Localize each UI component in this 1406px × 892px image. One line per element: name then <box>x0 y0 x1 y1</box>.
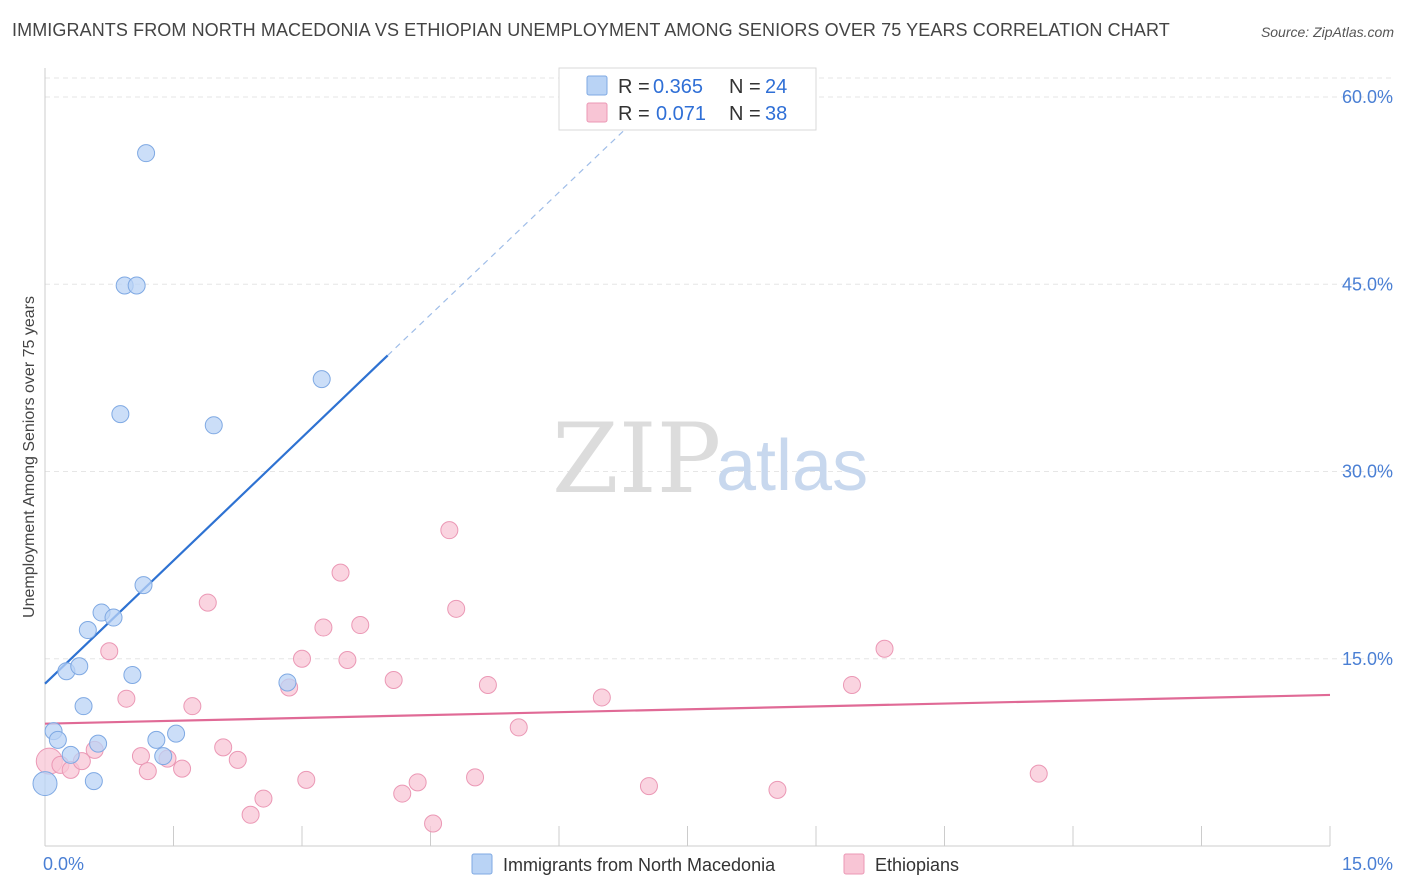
macedonia-point-16 <box>134 576 153 595</box>
ethiopians-point-19 <box>297 770 316 789</box>
legend-n-label-1: N = <box>729 76 761 98</box>
x-tick-labels: 0.0% 15.0% <box>43 854 1393 874</box>
macedonia-point-6 <box>74 697 93 716</box>
ethiopians-point-10 <box>173 759 192 778</box>
legend-n-label-2: N = <box>729 103 761 125</box>
ethiopians-point-38 <box>1029 764 1048 783</box>
legend-r-label-2: R = <box>618 103 650 125</box>
ethiopians-point-18 <box>293 649 311 668</box>
y-tick-label-3: 60.0% <box>1342 87 1393 107</box>
x-tick-label-0: 0.0% <box>43 854 84 874</box>
ethiopians-point-12 <box>198 593 217 612</box>
macedonia-trendline <box>44 354 389 685</box>
ethiopians-point-6 <box>117 689 136 708</box>
ethiopians-point-20 <box>314 618 333 637</box>
ethiopians-point-24 <box>384 670 403 689</box>
bottom-legend-label-2: Ethiopians <box>875 855 959 875</box>
macedonia-point-12 <box>111 405 130 424</box>
macedonia-point-15 <box>127 276 146 295</box>
bottom-legend: Immigrants from North Macedonia Ethiopia… <box>471 853 959 875</box>
macedonia-point-5 <box>70 657 89 676</box>
ethiopians-point-13 <box>214 738 233 757</box>
legend-n-value-1: 24 <box>765 76 787 98</box>
chart-title: IMMIGRANTS FROM NORTH MACEDONIA VS ETHIO… <box>12 20 1170 40</box>
ethiopians-trendline <box>44 693 1331 725</box>
legend-r-label-1: R = <box>618 76 650 98</box>
ethiopians-point-35 <box>768 780 787 799</box>
legend: R = 0.365 N = 24 R = 0.071 N = 38 <box>558 67 817 131</box>
y-axis-label: Unemployment Among Seniors over 75 years <box>21 296 38 618</box>
ethiopians-point-25 <box>393 784 412 803</box>
macedonia-points <box>32 144 331 797</box>
macedonia-point-21 <box>204 416 223 435</box>
trendlines <box>44 110 1331 725</box>
ethiopians-point-21 <box>331 563 350 582</box>
ethiopians-point-30 <box>466 768 485 787</box>
gridlines <box>45 77 1392 660</box>
ethiopians-point-11 <box>183 697 202 716</box>
ethiopians-points <box>35 521 1048 833</box>
ethiopians-point-32 <box>509 718 528 737</box>
bottom-legend-label-1: Immigrants from North Macedonia <box>503 855 776 875</box>
y-tick-label-1: 30.0% <box>1342 462 1393 482</box>
ethiopians-point-34 <box>639 777 658 796</box>
y-tick-labels: 15.0% 30.0% 45.0% 60.0% <box>1342 87 1393 669</box>
macedonia-point-11 <box>104 608 123 627</box>
macedonia-point-8 <box>84 772 103 791</box>
macedonia-point-0 <box>32 771 58 797</box>
ethiopians-point-14 <box>228 750 247 769</box>
macedonia-point-14 <box>123 665 142 684</box>
legend-swatch-pink <box>586 102 608 123</box>
ethiopians-point-8 <box>138 762 157 781</box>
ethiopians-point-28 <box>440 521 459 540</box>
legend-swatch-blue <box>586 75 608 96</box>
macedonia-point-23 <box>312 370 331 389</box>
ethiopians-point-33 <box>592 688 611 707</box>
ethiopians-point-7 <box>131 747 150 766</box>
watermark-atlas: atlas <box>716 426 868 506</box>
ethiopians-point-26 <box>408 773 427 792</box>
legend-r-value-2: 0.071 <box>656 103 706 125</box>
macedonia-point-9 <box>89 734 108 753</box>
bottom-legend-swatch-pink <box>843 853 865 875</box>
watermark: ZIP atlas <box>552 403 868 515</box>
x-tick-label-1: 15.0% <box>1342 854 1393 874</box>
y-tick-label-2: 45.0% <box>1342 274 1393 294</box>
macedonia-point-20 <box>167 724 186 743</box>
macedonia-trendline-extension <box>387 110 646 356</box>
watermark-zip: ZIP <box>552 403 721 515</box>
ethiopians-point-27 <box>424 814 443 833</box>
ethiopians-point-31 <box>478 675 497 694</box>
source-label: Source: ZipAtlas.com <box>1260 24 1394 40</box>
ethiopians-point-37 <box>875 639 894 658</box>
macedonia-point-7 <box>78 621 97 640</box>
ethiopians-point-29 <box>447 599 466 618</box>
axes <box>44 68 1331 847</box>
macedonia-point-19 <box>154 747 173 766</box>
legend-r-value-1: 0.365 <box>653 76 703 98</box>
ethiopians-point-36 <box>842 675 861 694</box>
ethiopians-point-23 <box>351 616 370 635</box>
macedonia-point-4 <box>61 745 80 764</box>
ethiopians-point-5 <box>100 642 119 661</box>
bottom-legend-swatch-blue <box>471 853 493 875</box>
macedonia-point-2 <box>48 730 67 749</box>
ethiopians-point-15 <box>241 805 260 824</box>
macedonia-point-17 <box>137 144 156 163</box>
ethiopians-point-22 <box>338 650 357 669</box>
macedonia-point-18 <box>147 730 166 749</box>
y-tick-label-0: 15.0% <box>1342 649 1393 669</box>
ethiopians-point-16 <box>254 789 273 808</box>
macedonia-point-22 <box>278 673 297 692</box>
legend-n-value-2: 38 <box>765 103 787 125</box>
